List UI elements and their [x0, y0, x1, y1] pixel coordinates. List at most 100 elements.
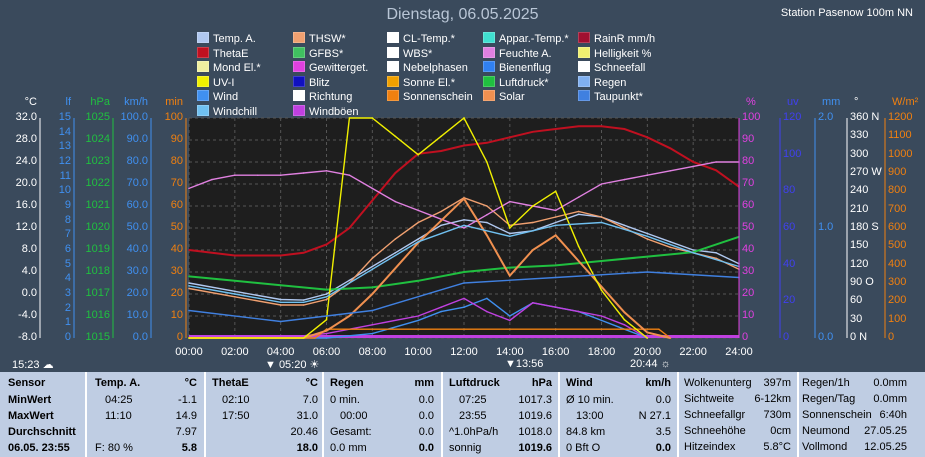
- sensor-head: Sensor: [8, 377, 46, 389]
- series-point-8: [623, 311, 626, 314]
- axis-unit-min: min: [165, 96, 183, 108]
- series-point-3: [554, 264, 557, 267]
- y-tick-hPa: 1021: [85, 199, 110, 211]
- axis-unit-wm2: W/m²: [892, 96, 919, 108]
- y-tick-kmh: 60.0: [126, 199, 148, 211]
- series-point-8: [554, 234, 557, 237]
- group-cell-label: 0.0 mm: [330, 442, 367, 454]
- series-point-6: [371, 324, 374, 326]
- group-cell-value: 31.0: [296, 410, 318, 422]
- series-point-4: [646, 174, 649, 176]
- series-point-10: [509, 235, 511, 238]
- group-head: Luftdruck: [449, 377, 500, 389]
- group-cell-label: Gesamt:: [330, 426, 372, 438]
- group-cell-label: 11:10: [105, 410, 132, 422]
- misc-label: Regen/Tag: [802, 393, 856, 405]
- group-cell-label: 0 Bft O: [566, 442, 601, 454]
- y-tick-pct: 20: [742, 287, 755, 299]
- legend-swatch: [387, 61, 399, 72]
- legend-label: CL-Temp.*: [403, 33, 455, 45]
- y-tick-mm: 2.0: [818, 111, 834, 123]
- series-point-9: [486, 161, 488, 163]
- series-point-11: [371, 309, 374, 312]
- y-tick-wm2: 500: [888, 239, 907, 252]
- y-tick-uv: 120: [783, 111, 802, 123]
- y-tick-hPa: 1020: [85, 221, 110, 233]
- legend-item: Feuchte A.: [483, 46, 552, 60]
- misc-value: 0.0mm: [873, 377, 907, 389]
- group-cell-value: 1019.6: [518, 442, 552, 454]
- axis-unit-hPa: hPa: [90, 96, 110, 108]
- y-tick-lf: 3: [64, 287, 71, 299]
- legend-label: Taupunkt*: [594, 91, 643, 103]
- y-tick-temp_C: 8.0: [21, 243, 37, 255]
- series-point-3: [417, 280, 420, 282]
- series-point-4: [234, 174, 236, 176]
- moon-time-label: 15:23 ☁: [12, 359, 54, 371]
- series-point-9: [371, 117, 374, 119]
- legend-item: Windchill: [197, 104, 257, 118]
- group-cell-value: 0.0: [655, 394, 671, 406]
- legend-item: Sonnenschein: [387, 90, 473, 103]
- misc-value: 0cm: [770, 425, 791, 437]
- y-tick-lf: 0: [64, 331, 71, 343]
- y-tick-kmh: 90.0: [126, 133, 148, 145]
- group-unit: mm: [414, 377, 434, 389]
- series-point-6: [486, 310, 488, 313]
- y-tick-wm2: 600: [888, 221, 907, 233]
- y-tick-kmh: 30.0: [126, 265, 148, 277]
- legend-item: Regen: [578, 75, 626, 89]
- y-tick-temp_C: 32.0: [15, 111, 37, 123]
- legend-label: GFBS*: [309, 47, 344, 60]
- series-point-9: [394, 135, 397, 138]
- series-point-2: [234, 254, 236, 257]
- table-separator: [677, 372, 679, 457]
- series-point-8: [440, 219, 442, 222]
- series-point-0: [463, 219, 465, 221]
- series-point-1: [532, 221, 534, 224]
- series-point-8: [669, 337, 672, 339]
- series-point-2: [577, 125, 580, 128]
- series-point-9: [623, 318, 626, 321]
- legend-item: RainR mm/h: [578, 32, 655, 45]
- legend-item: Bienenflug: [483, 61, 551, 74]
- series-point-5: [600, 319, 603, 322]
- legend-item: Sonne El.*: [387, 75, 455, 89]
- y-tick-kmh: 100.0: [120, 111, 148, 123]
- y-tick-lf: 5: [64, 257, 71, 270]
- y-tick-kmh: 50.0: [126, 221, 148, 233]
- y-tick-kmh: 20.0: [126, 287, 148, 299]
- y-tick-wm2: 800: [888, 184, 907, 197]
- axis-unit-lf: lf: [65, 96, 72, 108]
- legend-item: Windböen: [293, 104, 359, 118]
- series-point-6: [440, 306, 442, 309]
- group-cell-label: 84.8 km: [566, 426, 606, 438]
- group-cell-label: Ø 10 min.: [566, 394, 614, 406]
- series-point-5: [440, 310, 442, 313]
- legend-item: CL-Temp.*: [387, 32, 455, 45]
- legend-swatch: [483, 61, 495, 72]
- y-tick-temp_C: 0.0: [21, 287, 37, 299]
- legend-label: Richtung: [309, 91, 353, 103]
- legend-label: RainR mm/h: [594, 33, 656, 45]
- x-tick-label: 08:00: [358, 346, 387, 358]
- y-tick-deg: 360 N: [850, 111, 880, 123]
- legend-item: Helligkeit %: [578, 46, 651, 60]
- group-cell-label: 17:50: [222, 410, 250, 422]
- y-tick-hPa: 1018: [85, 265, 110, 277]
- series-point-3: [509, 266, 511, 269]
- y-tick-temp_C: 28.0: [15, 133, 37, 145]
- legend-label: Wind: [213, 91, 239, 103]
- group-cell-label: 00:00: [340, 410, 368, 422]
- series-point-11: [554, 276, 557, 279]
- y-tick-mm: 1.0: [818, 221, 834, 233]
- y-tick-deg: 150: [850, 239, 869, 252]
- table-separator: [204, 372, 206, 457]
- legend-swatch: [578, 32, 590, 43]
- series-point-0: [486, 221, 488, 224]
- series-point-6: [325, 332, 328, 335]
- group-cell-value: 0.0: [418, 442, 434, 454]
- legend-label: UV-I: [213, 76, 235, 89]
- group-head: Temp. A.: [95, 377, 141, 389]
- legend-swatch: [293, 46, 305, 58]
